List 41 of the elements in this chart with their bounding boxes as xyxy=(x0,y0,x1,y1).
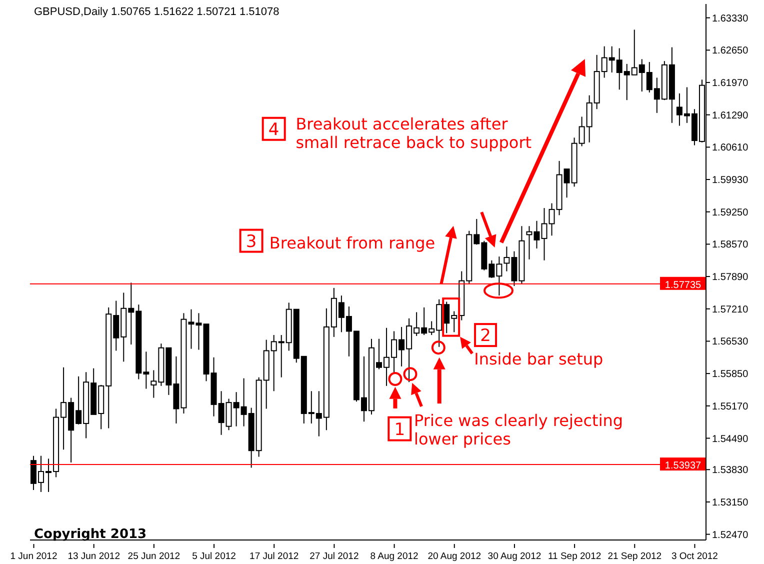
y-tick-label: 1.59250 xyxy=(712,207,749,218)
annotation: Price was clearly rejecting lower prices xyxy=(414,411,624,449)
y-tick-label: 1.61290 xyxy=(712,110,749,122)
annotation: Breakout accelerates after small retrace back to support xyxy=(296,114,532,152)
ref-line-label: 1.57735 xyxy=(664,280,702,291)
x-tick-label: 21 Sep 2012 xyxy=(608,551,662,562)
annotation: 2 xyxy=(480,326,491,346)
y-tick-label: 1.59930 xyxy=(712,175,749,186)
y-tick-label: 1.53830 xyxy=(712,465,749,476)
x-tick-label: 27 Jul 2012 xyxy=(310,551,359,562)
y-tick-label: 1.57890 xyxy=(712,272,749,284)
ref-line-label: 1.53937 xyxy=(664,460,702,472)
y-tick-label: 1.63330 xyxy=(712,13,749,24)
x-tick-label: 13 Jun 2012 xyxy=(68,551,120,562)
annotation: 4 xyxy=(268,120,280,140)
x-tick-label: 30 Aug 2012 xyxy=(488,551,542,562)
annotation: Inside bar setup xyxy=(474,349,604,368)
y-tick-label: 1.55850 xyxy=(712,369,749,380)
x-tick-label: 5 Jul 2012 xyxy=(192,551,236,562)
x-tick-label: 17 Jul 2012 xyxy=(250,551,299,562)
annotation: 3 xyxy=(246,232,257,252)
x-tick-label: 11 Sep 2012 xyxy=(548,551,602,562)
y-tick-label: 1.55170 xyxy=(712,401,749,412)
x-tick-label: 8 Aug 2012 xyxy=(370,551,418,562)
y-tick-label: 1.52470 xyxy=(712,530,749,541)
y-tick-label: 1.58570 xyxy=(712,240,749,251)
y-tick-label: 1.57210 xyxy=(712,304,749,316)
x-tick-label: 25 Jun 2012 xyxy=(128,551,180,562)
x-tick-label: 20 Aug 2012 xyxy=(428,551,482,562)
y-tick-label: 1.56530 xyxy=(712,336,749,348)
x-tick-label: 1 Jun 2012 xyxy=(10,551,58,562)
annotation: Breakout from range xyxy=(269,233,436,252)
y-tick-label: 1.54490 xyxy=(712,434,749,445)
y-tick-label: 1.62650 xyxy=(712,46,749,57)
annotation: 1 xyxy=(394,420,406,440)
y-tick-label: 1.60610 xyxy=(712,142,749,154)
annotation: Copyright 2013 xyxy=(34,527,147,542)
y-tick-label: 1.53150 xyxy=(712,498,749,508)
y-tick-label: 1.61970 xyxy=(712,78,749,90)
chart-title: GBPUSD,Daily 1.50765 1.51622 1.50721 1.51078 xyxy=(34,6,280,18)
x-tick-label: 3 Oct 2012 xyxy=(671,551,718,562)
